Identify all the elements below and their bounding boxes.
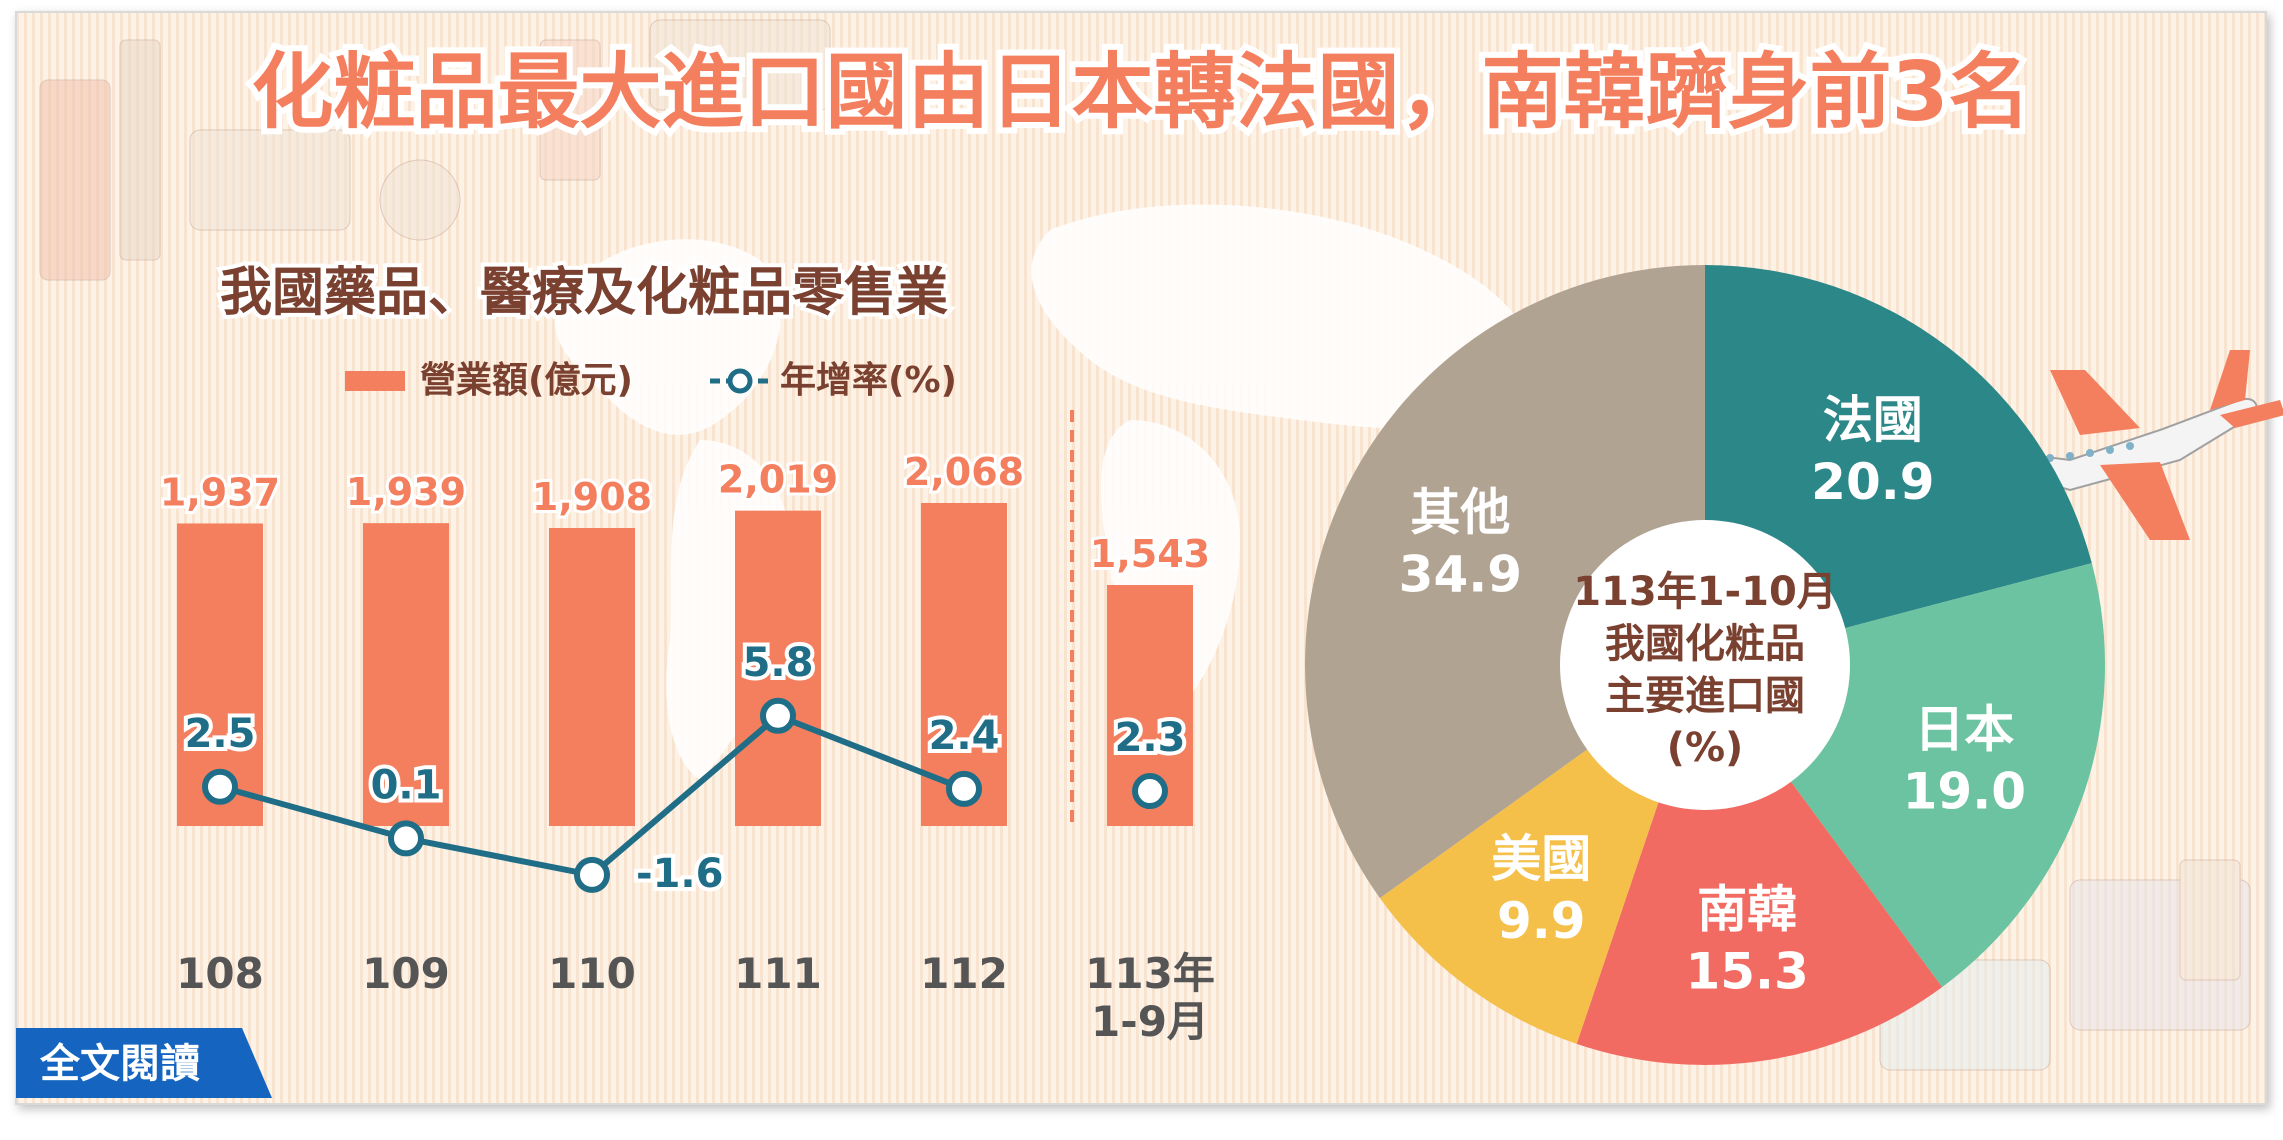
airplane-icon <box>1971 350 2283 540</box>
pie-slice-value: 20.9 <box>1811 453 1934 511</box>
pie-center-title-line: 主要進口國 <box>1605 673 1805 719</box>
growth-point <box>1132 773 1168 810</box>
bar-value-label: 2,068 <box>904 450 1024 494</box>
growth-point <box>388 820 424 857</box>
chart-title: 我國藥品、醫療及化粧品零售業 <box>220 263 948 323</box>
bar-value-label: 1,908 <box>532 475 652 519</box>
growth-point <box>760 697 796 734</box>
growth-point <box>574 856 610 893</box>
bar-109 <box>363 523 449 826</box>
pie-center-title-line: (%) <box>1667 725 1744 771</box>
bar-value-label: 1,543 <box>1090 532 1210 576</box>
x-tick-label: 1-9月 <box>1091 997 1209 1046</box>
growth-value-label: 5.8 <box>743 640 814 686</box>
pie-slice-label: 其他 <box>1410 483 1510 541</box>
growth-point <box>946 770 982 807</box>
pie-slice-value: 34.9 <box>1399 545 1522 603</box>
bar-value-label: 1,939 <box>346 470 466 514</box>
pie-center-title-line: 我國化粧品 <box>1605 621 1805 667</box>
pie-center-title-line: 113年1-10月 <box>1573 569 1837 615</box>
growth-value-label: 2.4 <box>929 713 1000 759</box>
bar-value-label: 1,937 <box>160 470 280 514</box>
x-tick-label: 111 <box>734 949 822 998</box>
cosmetics-decoration-bottom <box>1879 859 2251 1071</box>
pie-slice-label: 美國 <box>1491 830 1591 888</box>
pie-slice-label: 南韓 <box>1697 881 1797 939</box>
x-tick-label: 108 <box>176 949 264 998</box>
x-axis-labels: 108 109 110 111 112 113年1-9月 <box>176 949 1215 1046</box>
bar-111 <box>735 510 821 826</box>
read-more-button[interactable]: 全文閱讀 <box>16 1028 272 1098</box>
pie-center-hole <box>1560 520 1850 810</box>
legend-line-marker <box>727 368 753 394</box>
cosmetics-decoration <box>39 19 831 281</box>
legend-bar-swatch <box>345 371 405 391</box>
pie-slice-label: 法國 <box>1823 391 1923 449</box>
x-tick-label: 112 <box>920 949 1008 998</box>
growth-point <box>202 768 238 805</box>
pie-slice-value: 15.3 <box>1685 943 1808 1001</box>
pie-slice-value: 9.9 <box>1497 892 1586 950</box>
growth-value-label: 0.1 <box>371 762 442 808</box>
growth-value-label: -1.6 <box>636 851 723 897</box>
legend-bar-label: 營業額(億元) <box>420 360 633 401</box>
growth-value-label: 2.5 <box>185 711 256 757</box>
read-more-label[interactable]: 全文閱讀 <box>39 1041 200 1087</box>
growth-line-series: 2.5 0.1 -1.6 5.8 2.4 2.3 <box>181 636 1190 901</box>
x-tick-label: 109 <box>362 949 450 998</box>
growth-value-label: 2.3 <box>1115 715 1186 761</box>
x-tick-label: 110 <box>548 949 636 998</box>
pie-slice-value: 19.0 <box>1903 763 2026 821</box>
chart-legend: 營業額(億元) 年增率(%) <box>345 360 957 401</box>
bar-series: 1,937 1,939 1,908 2,019 2,068 1,543 <box>157 447 1213 826</box>
pie-slice <box>1305 264 1705 899</box>
legend-line-label: 年增率(%) <box>780 360 957 401</box>
pie-slice-label: 日本 <box>1914 701 2014 759</box>
x-tick-label: 113年 <box>1085 949 1215 998</box>
pie-slice <box>1576 665 1943 1065</box>
bar-110 <box>549 527 635 826</box>
bar-value-label: 2,019 <box>718 458 838 502</box>
page-title: 化粧品最大進口國由日本轉法國，南韓躋身前3名 <box>251 45 2030 140</box>
